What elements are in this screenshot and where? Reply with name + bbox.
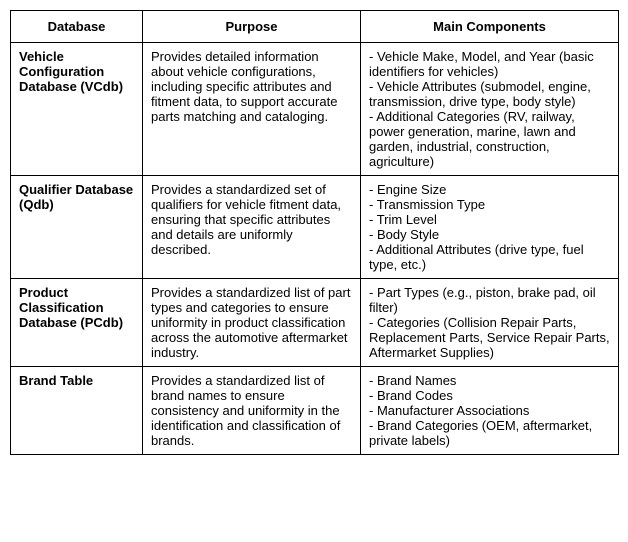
cell-components: - Vehicle Make, Model, and Year (basic i… <box>361 43 619 176</box>
cell-purpose: Provides detailed information about vehi… <box>143 43 361 176</box>
table-row: Vehicle Configuration Database (VCdb)Pro… <box>11 43 619 176</box>
component-line: - Part Types (e.g., piston, brake pad, o… <box>369 285 610 315</box>
component-line: - Categories (Collision Repair Parts, Re… <box>369 315 610 360</box>
component-line: - Manufacturer Associations <box>369 403 610 418</box>
cell-database-name: Vehicle Configuration Database (VCdb) <box>11 43 143 176</box>
header-components: Main Components <box>361 11 619 43</box>
cell-database-name: Qualifier Database (Qdb) <box>11 176 143 279</box>
database-table: Database Purpose Main Components Vehicle… <box>10 10 619 455</box>
header-database: Database <box>11 11 143 43</box>
component-line: - Transmission Type <box>369 197 610 212</box>
table-row: Product Classification Database (PCdb)Pr… <box>11 279 619 367</box>
component-line: - Brand Codes <box>369 388 610 403</box>
component-line: - Body Style <box>369 227 610 242</box>
component-line: - Brand Names <box>369 373 610 388</box>
component-line: - Vehicle Make, Model, and Year (basic i… <box>369 49 610 79</box>
table-row: Qualifier Database (Qdb)Provides a stand… <box>11 176 619 279</box>
cell-components: - Engine Size- Transmission Type- Trim L… <box>361 176 619 279</box>
component-line: - Engine Size <box>369 182 610 197</box>
cell-database-name: Product Classification Database (PCdb) <box>11 279 143 367</box>
component-line: - Additional Categories (RV, railway, po… <box>369 109 610 169</box>
table-row: Brand TableProvides a standardized list … <box>11 367 619 455</box>
cell-components: - Brand Names- Brand Codes- Manufacturer… <box>361 367 619 455</box>
header-purpose: Purpose <box>143 11 361 43</box>
component-line: - Vehicle Attributes (submodel, engine, … <box>369 79 610 109</box>
cell-database-name: Brand Table <box>11 367 143 455</box>
table-body: Vehicle Configuration Database (VCdb)Pro… <box>11 43 619 455</box>
component-line: - Additional Attributes (drive type, fue… <box>369 242 610 272</box>
table-header-row: Database Purpose Main Components <box>11 11 619 43</box>
cell-purpose: Provides a standardized list of part typ… <box>143 279 361 367</box>
cell-purpose: Provides a standardized list of brand na… <box>143 367 361 455</box>
cell-purpose: Provides a standardized set of qualifier… <box>143 176 361 279</box>
cell-components: - Part Types (e.g., piston, brake pad, o… <box>361 279 619 367</box>
component-line: - Brand Categories (OEM, aftermarket, pr… <box>369 418 610 448</box>
component-line: - Trim Level <box>369 212 610 227</box>
